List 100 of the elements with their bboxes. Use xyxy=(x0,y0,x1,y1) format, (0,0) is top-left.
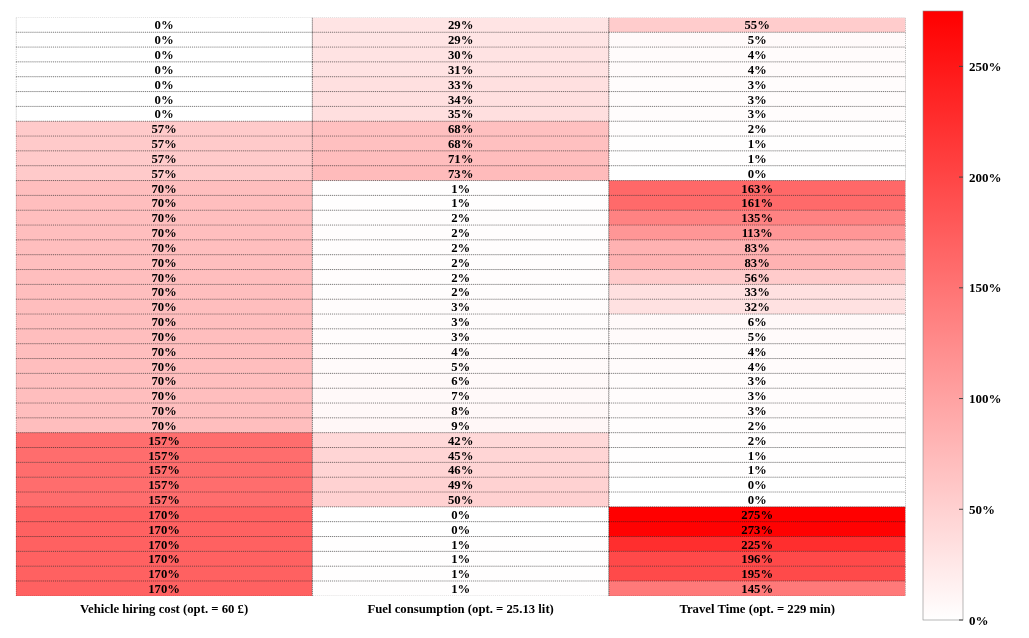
data-label: 0% xyxy=(747,493,767,508)
color-bar-label: 100% xyxy=(969,391,1002,407)
data-label: 1% xyxy=(747,137,767,152)
data-label: 2% xyxy=(747,122,767,137)
data-label: 161% xyxy=(741,196,774,211)
data-label: 170% xyxy=(148,567,181,582)
data-label: 57% xyxy=(151,122,177,137)
data-label: 5% xyxy=(747,329,767,344)
data-label: 3% xyxy=(747,389,767,404)
data-label: 275% xyxy=(741,507,774,522)
data-label: 0% xyxy=(451,507,471,522)
data-label: 0% xyxy=(747,478,767,493)
data-label: 70% xyxy=(151,285,177,300)
data-label: 0% xyxy=(154,107,174,122)
data-label: 157% xyxy=(148,433,181,448)
data-label: 68% xyxy=(447,122,474,137)
x-tick-label: Travel Time (opt. = 229 min) xyxy=(679,601,836,616)
color-bar-label: 200% xyxy=(969,169,1002,185)
data-label: 170% xyxy=(148,507,181,522)
data-label: 225% xyxy=(741,537,774,552)
data-label: 1% xyxy=(451,181,471,196)
data-label: 1% xyxy=(747,151,767,166)
data-label: 70% xyxy=(151,389,177,404)
data-label: 3% xyxy=(451,329,471,344)
data-label: 3% xyxy=(747,404,767,419)
data-label: 56% xyxy=(744,270,770,285)
data-label: 68% xyxy=(447,137,474,152)
data-label: 70% xyxy=(151,255,177,270)
data-label: 135% xyxy=(741,211,774,226)
data-label: 8% xyxy=(451,404,471,419)
data-label: 5% xyxy=(451,359,471,374)
data-label: 5% xyxy=(747,33,767,48)
data-label: 49% xyxy=(447,478,474,493)
data-label: 70% xyxy=(151,359,177,374)
data-label: 70% xyxy=(151,374,177,389)
data-label: 3% xyxy=(747,77,767,92)
data-label: 70% xyxy=(151,300,177,315)
data-label: 6% xyxy=(451,374,471,389)
data-label: 4% xyxy=(747,344,767,359)
data-label: 0% xyxy=(154,92,174,107)
data-label: 71% xyxy=(447,151,474,166)
color-bar-label: 250% xyxy=(969,58,1002,74)
data-label: 2% xyxy=(451,226,471,241)
data-label: 145% xyxy=(741,582,774,597)
data-label: 0% xyxy=(154,48,174,63)
data-label: 29% xyxy=(447,33,474,48)
data-label: 57% xyxy=(151,151,177,166)
data-label: 0% xyxy=(451,522,471,537)
color-bar-label: 0% xyxy=(969,612,989,628)
data-label: 70% xyxy=(151,404,177,419)
data-label: 57% xyxy=(151,166,177,181)
data-label: 4% xyxy=(747,48,767,63)
data-label: 9% xyxy=(451,418,471,433)
data-label: 34% xyxy=(447,92,474,107)
data-label: 57% xyxy=(151,137,177,152)
data-label: 196% xyxy=(741,552,774,567)
data-label: 170% xyxy=(148,537,181,552)
data-label: 83% xyxy=(744,240,770,255)
data-label: 113% xyxy=(741,226,773,241)
data-label: 1% xyxy=(451,552,471,567)
data-label: 29% xyxy=(447,18,474,33)
data-label: 33% xyxy=(447,77,474,92)
data-label: 2% xyxy=(451,255,471,270)
data-label: 157% xyxy=(148,478,181,493)
data-label: 3% xyxy=(747,107,767,122)
data-label: 195% xyxy=(741,567,774,582)
data-label: 0% xyxy=(154,77,174,92)
data-label: 1% xyxy=(747,463,767,478)
data-label: 6% xyxy=(747,315,767,330)
data-label: 70% xyxy=(151,196,177,211)
data-label: 157% xyxy=(148,448,181,463)
data-label: 3% xyxy=(747,374,767,389)
x-tick-label: Vehicle hiring cost (opt. = 60 £) xyxy=(79,601,249,616)
data-label: 2% xyxy=(451,285,471,300)
data-label: 4% xyxy=(451,344,471,359)
data-label: 170% xyxy=(148,582,181,597)
data-label: 4% xyxy=(747,62,767,77)
data-label: 45% xyxy=(447,448,474,463)
color-bar-label: 150% xyxy=(969,280,1002,296)
data-label: 73% xyxy=(447,166,474,181)
data-label: 70% xyxy=(151,270,177,285)
data-label: 70% xyxy=(151,240,177,255)
data-label: 2% xyxy=(451,270,471,285)
data-label: 3% xyxy=(451,315,471,330)
x-tick-label: Fuel consumption (opt. = 25.13 lit) xyxy=(367,601,554,616)
data-label: 55% xyxy=(744,18,770,33)
data-label: 50% xyxy=(447,493,474,508)
data-label: 32% xyxy=(744,300,770,315)
data-label: 70% xyxy=(151,418,177,433)
data-label: 157% xyxy=(148,493,181,508)
data-label: 31% xyxy=(447,62,474,77)
data-label: 70% xyxy=(151,344,177,359)
data-label: 170% xyxy=(148,552,181,567)
data-label: 83% xyxy=(744,255,770,270)
data-label: 70% xyxy=(151,181,177,196)
data-label: 70% xyxy=(151,211,177,226)
data-label: 0% xyxy=(154,62,174,77)
data-label: 70% xyxy=(151,315,177,330)
data-label: 273% xyxy=(741,522,774,537)
data-label: 1% xyxy=(747,448,767,463)
